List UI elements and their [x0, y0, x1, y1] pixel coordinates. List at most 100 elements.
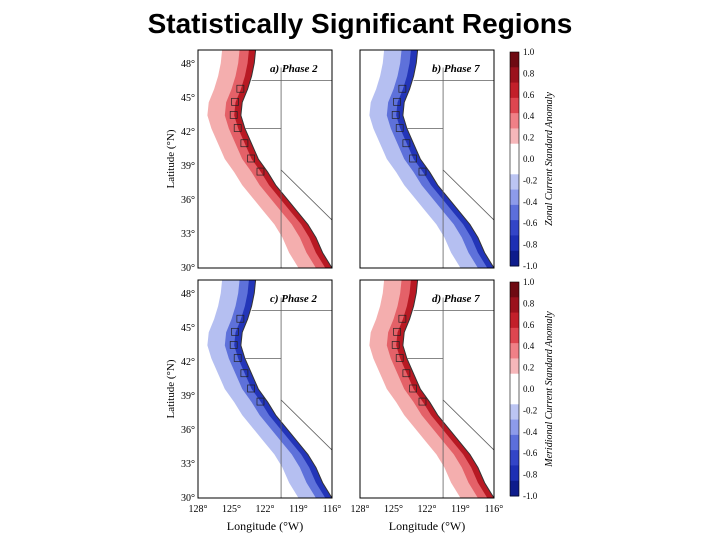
significance-marker	[393, 327, 401, 336]
lat-tick-label: 48°	[181, 59, 195, 70]
lat-tick-label: 45°	[181, 93, 195, 104]
lat-tick-label: 36°	[181, 195, 195, 206]
lon-tick-label: 119°	[289, 504, 308, 515]
colorbar-tick-label: -0.4	[523, 197, 538, 207]
x-axis-label: Longitude (°W)	[389, 519, 465, 533]
significance-marker	[398, 314, 407, 323]
significance-marker	[402, 139, 411, 148]
colorbar-swatch	[510, 220, 519, 236]
significance-marker	[247, 384, 255, 393]
colorbar-swatch	[510, 235, 519, 252]
colorbar-tick-label: -0.2	[523, 175, 537, 185]
lon-tick-label: 128°	[189, 504, 208, 515]
coastline	[240, 49, 333, 269]
colorbar-label: Zonal Current Standard Anomaly	[544, 92, 555, 226]
axes-labels: 48° 45° 42° 39° 36° 33° 30° Latitude (°N) 48° 45°…	[165, 59, 503, 533]
colorbar-tick-label: -0.8	[523, 240, 538, 250]
lat-tick-label: 42°	[181, 357, 195, 368]
lat-tick-label: 30°	[181, 493, 195, 504]
colorbar-swatch	[510, 204, 519, 221]
colorbar-tick-label: 0.4	[523, 111, 535, 121]
significance-marker	[418, 397, 427, 406]
colorbar-swatch	[510, 52, 519, 68]
colorbar-swatch	[510, 358, 519, 375]
lon-tick-label: 122°	[256, 504, 275, 515]
lon-tick-label: 116°	[485, 504, 504, 515]
significance-marker	[409, 384, 417, 393]
colorbar-swatch	[510, 312, 519, 329]
page-title: Statistically Significant Regions	[147, 8, 573, 39]
colorbar-swatch	[510, 97, 519, 114]
colorbar-tick-label: 1.0	[523, 47, 535, 57]
panel-frame	[359, 279, 495, 499]
colorbar-swatch	[510, 113, 519, 129]
anomaly-band-mid	[224, 280, 332, 498]
lon-tick-label: 125°	[222, 504, 241, 515]
colorbar-tick-label: 1.0	[523, 277, 535, 287]
significance-marker	[402, 369, 411, 378]
significance-marker	[409, 154, 417, 163]
colorbar-tick-label: 0.6	[523, 320, 535, 330]
y-axis-label: Latitude (°N)	[165, 359, 177, 418]
colorbar-swatch	[510, 434, 519, 451]
colorbar-tick-label: 0.2	[523, 363, 534, 373]
coastline	[240, 279, 333, 499]
significance-marker	[395, 354, 404, 362]
colorbar-swatch	[510, 327, 519, 344]
lon-tick-label: 116°	[323, 504, 342, 515]
significance-marker	[247, 154, 255, 163]
anomaly-band-strong	[234, 280, 332, 498]
map-panel: c) Phase 2	[197, 279, 333, 499]
panel-frame	[197, 279, 333, 499]
panel-frame	[197, 49, 333, 269]
anomaly-band-strong	[396, 50, 494, 268]
lat-tick-label: 45°	[181, 323, 195, 334]
colorbar-swatch	[510, 297, 519, 314]
map-panel: d) Phase 7	[359, 279, 495, 499]
panel-label: d) Phase 7	[432, 293, 480, 305]
colorbar-swatch	[510, 143, 519, 160]
colorbar-tick-label: 0.8	[523, 298, 535, 308]
colorbar-tick-label: -1.0	[523, 261, 538, 271]
y-axis-label: Latitude (°N)	[165, 129, 177, 188]
colorbar-swatch	[510, 82, 519, 99]
significance-marker	[236, 84, 245, 93]
colorbar-swatch	[510, 389, 519, 405]
colorbar-swatch	[510, 465, 519, 482]
state-border	[244, 358, 333, 451]
lat-tick-label: 39°	[181, 161, 195, 172]
colorbar-tick-label: 0.0	[523, 154, 535, 164]
colorbar-frame	[509, 51, 520, 267]
significance-marker	[229, 111, 238, 119]
colorbar-tick-label: -1.0	[523, 491, 538, 501]
colorbar-swatch	[510, 343, 519, 359]
colorbar-swatch	[510, 189, 519, 206]
colorbar-label: Meridional Current Standard Anomaly	[544, 311, 555, 468]
significance-marker	[236, 314, 245, 323]
significance-marker	[256, 167, 265, 176]
significance-marker	[395, 124, 404, 132]
significance-marker	[240, 139, 249, 148]
anomaly-band-strong	[234, 50, 332, 268]
state-border	[244, 128, 333, 221]
colorbar-tick-label: -0.2	[523, 405, 537, 415]
lat-tick-label: 42°	[181, 127, 195, 138]
x-axis-label: Longitude (°W)	[227, 519, 303, 533]
colorbar-swatch	[510, 282, 519, 298]
land-area	[402, 280, 494, 498]
lat-tick-label: 36°	[181, 425, 195, 436]
coastline	[402, 49, 495, 269]
colorbar-swatch	[510, 419, 519, 436]
lon-tick-label: 119°	[451, 504, 470, 515]
colorbar-frame	[509, 281, 520, 497]
panel-label: c) Phase 2	[270, 293, 318, 305]
panel-label: a) Phase 2	[270, 63, 318, 75]
lon-tick-label: 122°	[418, 504, 437, 515]
significance-marker	[398, 84, 407, 93]
colorbar-tick-label: 0.4	[523, 341, 535, 351]
state-border	[406, 358, 495, 451]
anomaly-band-mid	[386, 50, 494, 268]
significance-marker	[233, 354, 242, 362]
colorbar-swatch	[510, 373, 519, 390]
